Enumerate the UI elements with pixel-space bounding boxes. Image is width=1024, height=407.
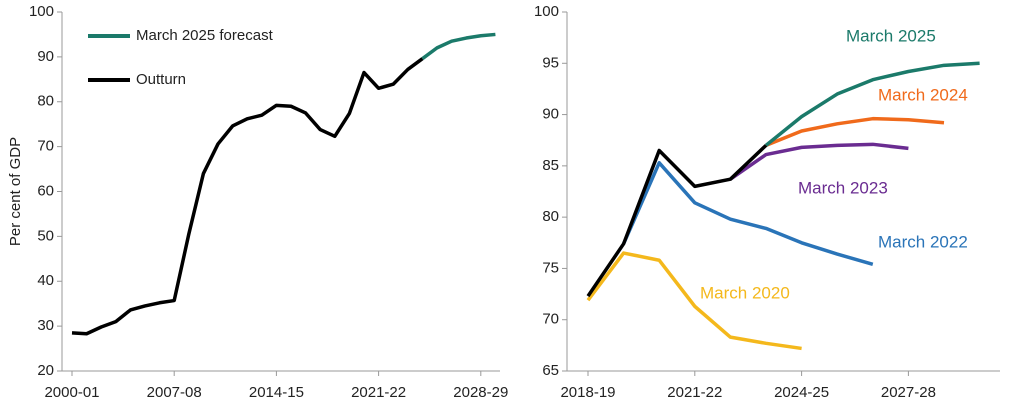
y-tick-label: 50 bbox=[37, 227, 54, 244]
series-line bbox=[621, 161, 874, 267]
y-tick-label: 85 bbox=[542, 157, 559, 174]
series-line bbox=[71, 57, 424, 336]
series-label: March 2020 bbox=[700, 283, 790, 302]
y-tick-label: 70 bbox=[542, 311, 559, 328]
y-tick-label: 70 bbox=[37, 138, 54, 155]
y-tick-label: 80 bbox=[37, 93, 54, 110]
y-tick-label: 100 bbox=[534, 3, 559, 20]
y-tick-label: 75 bbox=[542, 259, 559, 276]
y-tick-label: 80 bbox=[542, 208, 559, 225]
x-tick-label: 2018-19 bbox=[560, 384, 615, 401]
series-label: March 2022 bbox=[878, 232, 968, 251]
series-line bbox=[764, 61, 980, 147]
y-tick-label: 90 bbox=[37, 48, 54, 65]
x-tick-label: 2027-28 bbox=[881, 384, 936, 401]
series-label: March 2023 bbox=[798, 178, 888, 197]
y-tick-label: 95 bbox=[542, 54, 559, 71]
series-label: March 2024 bbox=[878, 85, 968, 104]
x-tick-label: 2028-29 bbox=[453, 384, 508, 401]
x-tick-label: 2000-01 bbox=[44, 384, 99, 401]
x-tick-label: 2024-25 bbox=[774, 384, 829, 401]
x-tick-label: 2014-15 bbox=[249, 384, 304, 401]
x-tick-label: 2021-22 bbox=[667, 384, 722, 401]
x-tick-label: 2007-08 bbox=[147, 384, 202, 401]
x-tick-label: 2021-22 bbox=[351, 384, 406, 401]
y-tick-label: 65 bbox=[542, 362, 559, 379]
series-line bbox=[765, 116, 945, 147]
y-tick-label: 90 bbox=[542, 106, 559, 123]
y-tick-label: 40 bbox=[37, 272, 54, 289]
legend-label: Outturn bbox=[136, 71, 186, 88]
legend-label: March 2025 forecast bbox=[136, 27, 274, 44]
y-tick-label: 60 bbox=[37, 182, 54, 199]
y-tick-label: 20 bbox=[37, 362, 54, 379]
y-tick-label: 30 bbox=[37, 317, 54, 334]
series-label: March 2025 bbox=[846, 26, 936, 45]
series-line bbox=[421, 32, 496, 61]
series-line bbox=[586, 144, 768, 298]
y-tick-label: 100 bbox=[29, 3, 54, 20]
series-line bbox=[586, 251, 802, 351]
y-axis-label: Per cent of GDP bbox=[7, 137, 24, 246]
series-line bbox=[729, 142, 909, 181]
